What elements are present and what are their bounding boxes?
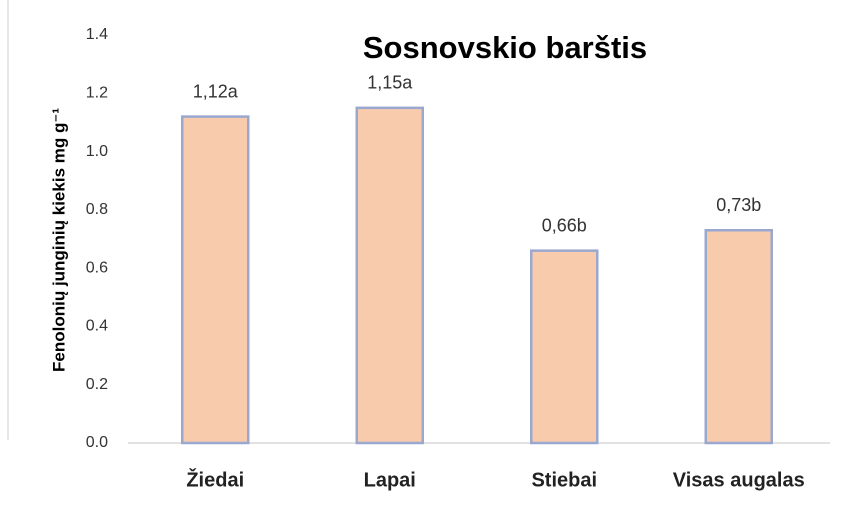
y-tick-label: 0.8 <box>86 201 108 218</box>
y-tick-label: 0.0 <box>86 434 108 451</box>
data-label: 1,12a <box>193 81 239 101</box>
x-tick-label: Visas augalas <box>673 469 805 491</box>
bar <box>181 115 250 445</box>
bar <box>355 106 424 445</box>
y-tick-label: 0.6 <box>86 259 108 276</box>
x-tick-label: Žiedai <box>186 467 244 491</box>
data-label: 1,15a <box>367 73 413 93</box>
x-tick-label: Lapai <box>364 469 416 491</box>
y-tick-label: 0.2 <box>86 376 108 393</box>
data-label: 0,66b <box>542 215 587 235</box>
y-tick-label: 0.4 <box>86 318 108 335</box>
y-axis-label: Fenolonių junginių kiekis mg g⁻¹ <box>49 108 68 372</box>
x-tick-label: Stiebai <box>531 469 597 491</box>
bar <box>530 249 599 445</box>
y-tick-label: 1.2 <box>86 85 108 102</box>
y-tick-label: 1.4 <box>86 26 108 43</box>
data-label: 0,73b <box>716 195 761 215</box>
y-tick-label: 1.0 <box>86 143 108 160</box>
chart-title: Sosnovskio barštis <box>363 30 647 65</box>
bar <box>704 229 773 445</box>
